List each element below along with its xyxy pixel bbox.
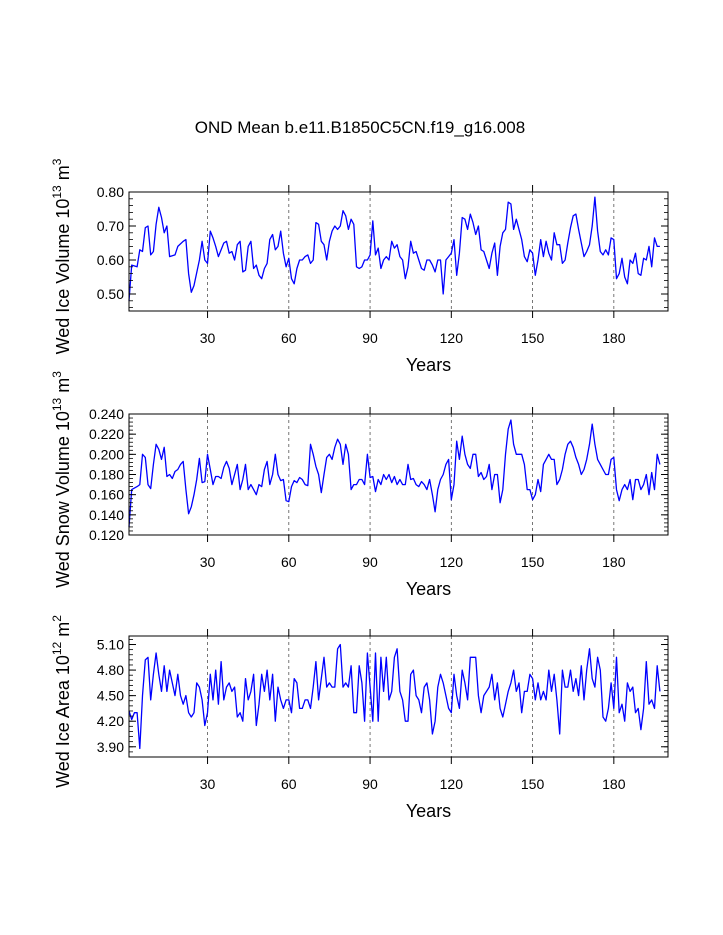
ice-volume-xtick-label: 150: [521, 330, 545, 346]
ice-area-xtick-label: 150: [521, 776, 545, 792]
ice-volume-xtick-label: 120: [440, 330, 464, 346]
ice-area-xtick-label: 120: [440, 776, 464, 792]
ice-area-ytick-label: 4.50: [97, 688, 124, 704]
panels: 0.50 0.60 0.70 0.80 30 60 90 120 150 180 Years Wed …: [50, 158, 669, 821]
snow-volume-ytick-label: 0.220: [89, 426, 124, 442]
ice-area-xaxis-label: Years: [406, 801, 451, 821]
ice-area-yaxis-label: Wed Ice Area 1012 m2: [50, 615, 73, 788]
ice-volume-xtick-label: 90: [362, 330, 378, 346]
snow-volume-xtick-label: 120: [440, 554, 464, 570]
ice-volume-yaxis-label: Wed Ice Volume 1013 m3: [50, 158, 73, 354]
ice-area-xtick-label: 30: [200, 776, 216, 792]
snow-volume-xaxis-label: Years: [406, 579, 451, 599]
snow-volume-panel: 0.120 0.140 0.160 0.180 0.200 0.220 0.240 30 60 9…: [50, 371, 669, 599]
ice-area-ytick-label: 3.90: [97, 739, 124, 755]
snow-volume-series-line: [128, 419, 661, 527]
ice-volume-xtick-label: 60: [281, 330, 297, 346]
snow-volume-ytick-label: 0.120: [89, 527, 124, 543]
ice-area-xtick-label: 60: [281, 776, 297, 792]
ice-area-ytick-label: 5.10: [97, 637, 124, 653]
ice-volume-series-line: [128, 196, 660, 301]
ice-volume-ytick-label: 0.60: [97, 252, 124, 268]
ice-volume-ytick-label: 0.80: [97, 184, 124, 200]
snow-volume-plot-frame: [128, 413, 669, 536]
ice-area-series-line: [128, 643, 661, 750]
ice-volume-ytick-label: 0.70: [97, 218, 124, 234]
snow-volume-xtick-label: 60: [281, 554, 297, 570]
ice-volume-xaxis-label: Years: [406, 355, 451, 375]
ice-area-ytick-label: 4.80: [97, 662, 124, 678]
ice-volume-xtick-label: 30: [200, 330, 216, 346]
snow-volume-yaxis-label: Wed Snow Volume 1013 m3: [50, 371, 73, 588]
snow-volume-xtick-label: 180: [602, 554, 626, 570]
snow-volume-ytick-label: 0.180: [89, 467, 124, 483]
ice-area-panel: 3.90 4.20 4.50 4.80 5.10 30 60 90 120 150 180 Years…: [50, 615, 669, 821]
ice-area-ytick-label: 4.20: [97, 713, 124, 729]
snow-volume-ytick-label: 0.160: [89, 487, 124, 503]
ice-volume-panel: 0.50 0.60 0.70 0.80 30 60 90 120 150 180 Years Wed …: [50, 158, 669, 375]
ice-area-xtick-label: 180: [602, 776, 626, 792]
snow-volume-xtick-label: 150: [521, 554, 545, 570]
snow-volume-xtick-label: 30: [200, 554, 216, 570]
snow-volume-ytick-label: 0.200: [89, 446, 124, 462]
snow-volume-ytick-label: 0.240: [89, 406, 124, 422]
snow-volume-ytick-label: 0.140: [89, 507, 124, 523]
ice-volume-plot-frame: [128, 191, 669, 312]
ice-volume-ytick-label: 0.50: [97, 286, 124, 302]
ice-area-plot-frame: [128, 635, 669, 758]
ice-volume-xtick-label: 180: [602, 330, 626, 346]
figure-title: OND Mean b.e11.B1850C5CN.f19_g16.008: [195, 118, 525, 137]
snow-volume-xtick-label: 90: [362, 554, 378, 570]
ice-area-xtick-label: 90: [362, 776, 378, 792]
